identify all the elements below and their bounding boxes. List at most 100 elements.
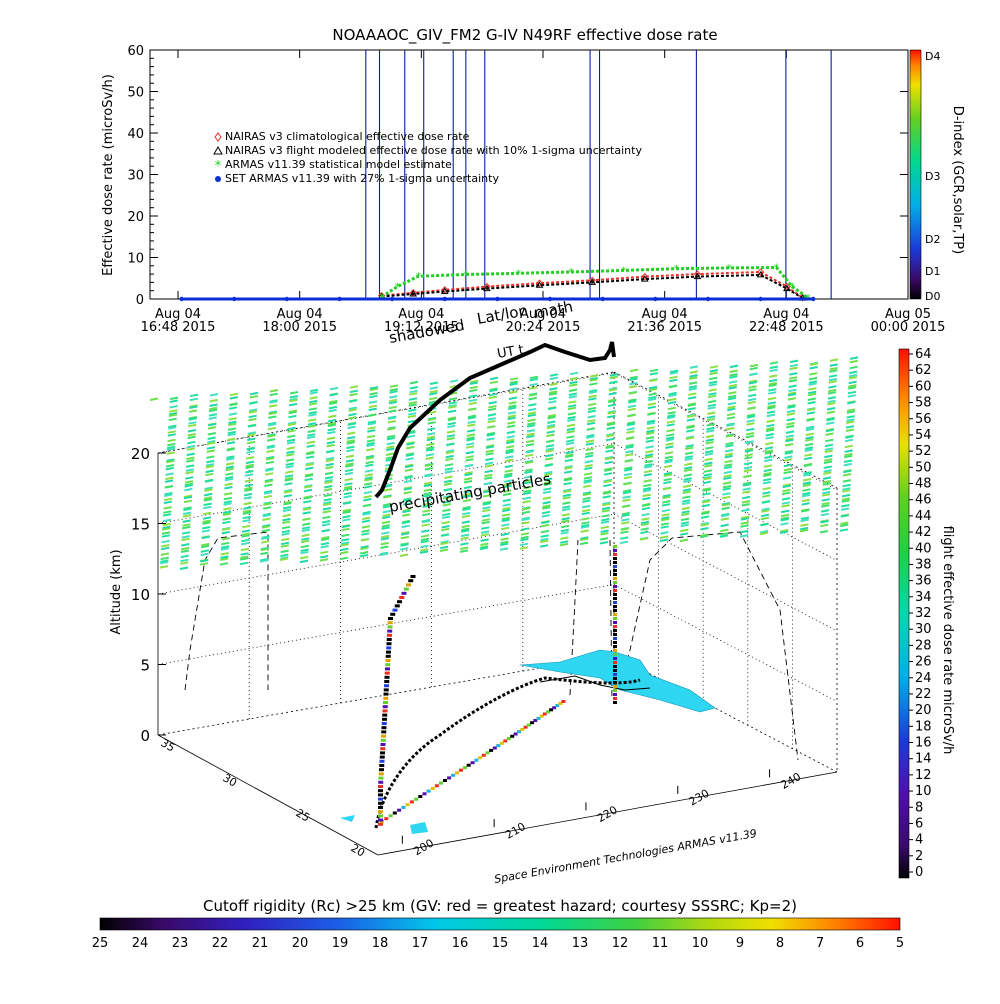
particle-mark — [389, 388, 398, 392]
particle-mark — [828, 374, 838, 378]
particle-mark — [447, 421, 456, 426]
particle-mark — [347, 422, 356, 426]
particle-mark — [342, 510, 351, 514]
particle-mark — [465, 458, 474, 462]
particle-mark — [843, 462, 852, 467]
particle-mark — [500, 537, 509, 541]
particle-mark — [688, 392, 697, 396]
particle-mark — [206, 446, 216, 450]
dose-colorbar-ticks: 6462605856545250484644424038363432302826… — [909, 347, 932, 880]
particle-mark — [205, 463, 215, 467]
particle-mark — [445, 457, 454, 462]
particle-mark — [241, 538, 250, 543]
particle-mark — [742, 481, 752, 486]
track-point — [401, 805, 406, 809]
profile-point — [378, 822, 383, 826]
particle-mark — [707, 406, 716, 410]
particle-mark — [584, 454, 594, 458]
particle-mark — [348, 408, 357, 412]
x-tick-label-date: Aug 04 — [520, 307, 566, 322]
particle-mark — [242, 519, 251, 523]
particle-mark — [340, 547, 349, 552]
particle-mark — [842, 479, 852, 483]
particle-mark — [522, 500, 531, 504]
particle-mark — [306, 451, 315, 456]
profile-point — [613, 677, 617, 680]
particle-mark — [849, 365, 858, 370]
particle-mark — [604, 467, 613, 471]
dose-tick-label: 34 — [915, 590, 932, 605]
particle-mark — [441, 527, 450, 532]
particle-mark — [283, 494, 292, 498]
particle-mark — [625, 443, 634, 448]
y-tick-label: 30 — [127, 169, 144, 184]
particle-mark — [224, 486, 233, 490]
particle-mark — [509, 387, 518, 391]
particle-mark — [368, 400, 378, 404]
particle-mark — [805, 432, 814, 437]
particle-mark — [628, 398, 637, 402]
particle-mark — [423, 491, 432, 496]
particle-mark — [824, 447, 834, 451]
particle-mark — [727, 407, 736, 412]
particle-mark — [207, 436, 216, 440]
track-point — [558, 702, 563, 705]
particle-mark — [680, 521, 690, 525]
particle-mark — [825, 428, 834, 433]
particle-mark — [481, 518, 490, 522]
particle-mark — [605, 437, 615, 442]
dose-tick-label: 50 — [915, 460, 932, 475]
particle-mark — [466, 438, 475, 442]
particle-mark — [404, 479, 413, 484]
particle-mark — [660, 525, 669, 529]
particle-mark — [479, 546, 489, 551]
particle-mark — [568, 388, 578, 393]
particle-mark — [640, 527, 649, 531]
particle-mark — [199, 562, 209, 566]
particle-mark — [346, 448, 355, 453]
particle-mark — [166, 445, 176, 450]
particle-mark — [581, 508, 591, 513]
particle-mark — [444, 467, 454, 471]
particle-mark — [839, 528, 849, 532]
lon-tick-label: 210 — [503, 820, 528, 842]
particle-mark — [267, 434, 276, 438]
particle-mark — [382, 515, 391, 520]
particle-mark — [666, 428, 675, 433]
particle-mark — [285, 470, 294, 474]
particle-mark — [804, 448, 813, 452]
particle-mark — [848, 373, 858, 378]
particle-mark — [381, 520, 391, 525]
particle-mark — [824, 458, 833, 462]
particle-mark — [721, 503, 730, 507]
profile-point — [613, 661, 617, 664]
particle-mark — [167, 433, 176, 437]
particle-mark — [668, 393, 677, 398]
dose-tick-label: 8 — [915, 800, 923, 815]
particle-mark — [723, 476, 732, 480]
particle-mark — [229, 402, 238, 407]
particle-mark — [584, 464, 593, 468]
particle-mark — [525, 450, 534, 454]
track-point — [523, 725, 528, 729]
particle-mark — [442, 508, 451, 513]
dose-tick-label: 58 — [915, 396, 932, 411]
z-tick-label: 20 — [131, 445, 150, 463]
particle-mark — [168, 412, 178, 416]
particle-mark — [305, 462, 314, 467]
dose-tick-label: 48 — [915, 477, 932, 492]
particle-mark — [623, 472, 633, 477]
particle-mark — [668, 384, 678, 389]
particle-mark — [621, 511, 630, 516]
particle-mark — [788, 388, 797, 393]
particle-mark — [459, 549, 469, 553]
particle-mark — [765, 441, 774, 446]
profile-point — [613, 565, 617, 568]
particle-mark — [243, 501, 252, 506]
particle-mark — [789, 366, 798, 371]
particle-mark — [484, 476, 493, 480]
particle-mark — [366, 443, 375, 448]
particle-mark — [741, 508, 750, 513]
particle-mark — [183, 506, 192, 510]
particle-mark — [684, 451, 694, 455]
